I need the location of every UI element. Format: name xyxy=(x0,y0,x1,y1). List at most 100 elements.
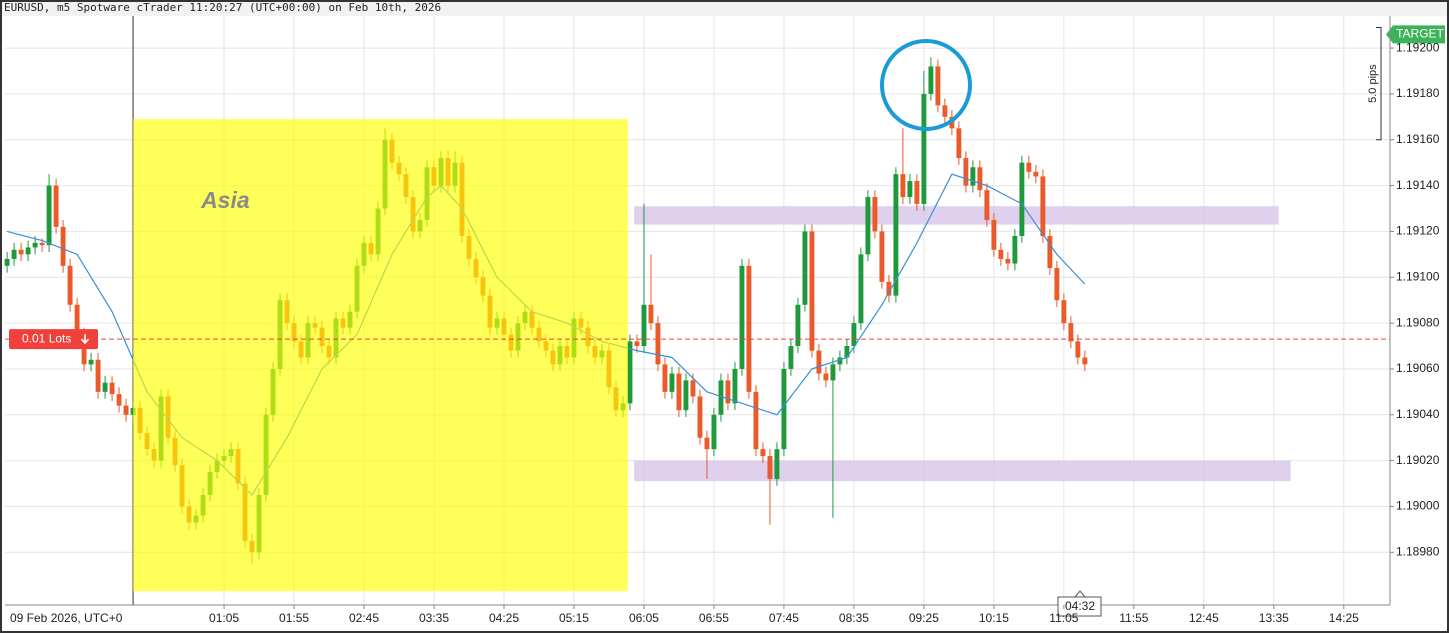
x-tick-label: 04:25 xyxy=(489,611,519,625)
x-tick-label: 01:55 xyxy=(279,611,309,625)
candle-body xyxy=(60,226,66,266)
candle-body xyxy=(1068,323,1074,342)
session-box xyxy=(133,119,628,592)
candle-body xyxy=(991,219,997,250)
candle-body xyxy=(655,323,661,365)
candle-body xyxy=(690,380,696,397)
candle-body xyxy=(893,174,899,296)
candle-body xyxy=(102,382,108,392)
x-tick-label: 08:35 xyxy=(839,611,869,625)
candle-body xyxy=(872,197,878,232)
candle-body xyxy=(774,449,780,479)
candle-body xyxy=(977,167,983,191)
target-tag xyxy=(1386,25,1445,44)
y-tick-label: 1.19120 xyxy=(1396,224,1440,238)
candle-body xyxy=(697,396,703,438)
countdown-text: 04:32 xyxy=(1065,599,1095,613)
x-tick-label: 06:05 xyxy=(629,611,659,625)
y-tick-label: 1.19000 xyxy=(1396,499,1440,513)
y-tick-label: 1.18980 xyxy=(1396,544,1440,558)
candle-body xyxy=(795,304,801,347)
candle-body xyxy=(25,247,31,255)
session-layer: Asia xyxy=(133,119,628,592)
candle-body xyxy=(998,249,1004,259)
candle-body xyxy=(921,93,927,204)
candle-body xyxy=(67,265,73,305)
candle-body xyxy=(865,197,871,255)
candle-body xyxy=(683,380,689,411)
candle-body xyxy=(788,346,794,369)
y-tick-label: 1.19060 xyxy=(1396,361,1440,375)
candle-body xyxy=(1026,162,1032,172)
x-origin-label: 09 Feb 2026, UTC+0 xyxy=(10,611,123,625)
candle-body xyxy=(88,359,94,365)
candle-body xyxy=(781,368,787,450)
x-tick-label: 11:05 xyxy=(1049,611,1078,625)
candle-body xyxy=(1075,341,1081,358)
candle-body xyxy=(627,341,633,404)
x-tick-label: 12:45 xyxy=(1189,611,1219,625)
candle-body xyxy=(669,373,675,392)
candle-body xyxy=(39,242,45,246)
highlight-circle xyxy=(880,39,972,131)
zone xyxy=(634,460,1291,482)
candle-body xyxy=(1012,236,1018,264)
candle-body xyxy=(711,414,717,450)
candle-body xyxy=(907,181,913,198)
candle-body xyxy=(123,405,129,415)
candle-body xyxy=(634,341,640,347)
candle-body xyxy=(935,66,941,106)
x-tick-label: 07:45 xyxy=(769,611,799,625)
candle-body xyxy=(809,231,815,351)
candle-body xyxy=(46,185,52,246)
candle-body xyxy=(963,158,969,186)
candle-body xyxy=(984,190,990,220)
candle-body xyxy=(718,380,724,415)
candle-body xyxy=(32,242,38,248)
y-tick-label: 1.19040 xyxy=(1396,407,1440,421)
y-tick-label: 1.19200 xyxy=(1396,40,1440,54)
candle-body xyxy=(767,456,773,479)
chart-title: EURUSD, m5 Spotware cTrader 11:20:27 (UT… xyxy=(4,1,441,14)
candle-body xyxy=(753,391,759,450)
candle-body xyxy=(725,380,731,404)
pips-label: 5.0 pips xyxy=(1367,64,1379,103)
candle-body xyxy=(739,265,745,369)
order-arrow-icon xyxy=(80,334,90,345)
x-tick-label: 14:25 xyxy=(1329,611,1359,625)
candle-body xyxy=(1019,162,1025,237)
candle-body xyxy=(928,66,934,94)
y-tick-label: 1.19140 xyxy=(1396,178,1440,192)
y-tick-label: 1.19160 xyxy=(1396,132,1440,146)
overlay-layer: 0.01 Lots TARGET 5.0 pips xyxy=(5,25,1445,350)
candle-body xyxy=(662,364,668,392)
x-tick-label: 01:05 xyxy=(209,611,239,625)
countdown-pointer xyxy=(1073,590,1087,598)
session-label: Asia xyxy=(200,187,250,213)
candle-body xyxy=(816,350,822,374)
candle-body xyxy=(641,304,647,347)
candle-body xyxy=(851,323,857,347)
candle-body xyxy=(844,346,850,358)
candle-body xyxy=(823,373,829,381)
countdown-badge: 04:32 xyxy=(1057,590,1102,617)
x-tick-label: 11:55 xyxy=(1119,611,1148,625)
y-tick-label: 1.19080 xyxy=(1396,315,1440,329)
candle-body xyxy=(81,334,87,365)
x-tick-label: 02:45 xyxy=(349,611,379,625)
candle-body xyxy=(858,254,864,324)
y-tick-label: 1.19180 xyxy=(1396,86,1440,100)
candle-body xyxy=(1082,357,1088,365)
x-tick-label: 03:35 xyxy=(419,611,449,625)
order-tag[interactable] xyxy=(9,329,98,350)
order-label: 0.01 Lots xyxy=(22,331,71,345)
candle-body xyxy=(74,304,80,335)
candle-body xyxy=(942,105,948,117)
x-tick-label: 10:15 xyxy=(979,611,1009,625)
candle-body xyxy=(1040,176,1046,237)
y-tick-label: 1.19100 xyxy=(1396,269,1440,283)
candle-body xyxy=(1061,300,1067,324)
